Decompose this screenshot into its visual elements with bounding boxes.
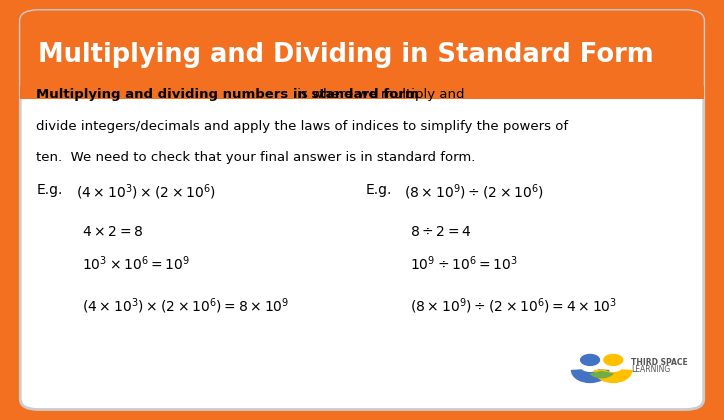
Wedge shape	[589, 371, 614, 378]
Bar	[20, 86, 704, 99]
Text: E.g.: E.g.	[366, 183, 392, 197]
Text: $(4 \times10^3) \times (2 \times10^6)$: $(4 \times10^3) \times (2 \times10^6)$	[76, 183, 216, 202]
Text: $(4 \times10^3) \times (2 \times10^6) = 8 \times10^9$: $(4 \times10^3) \times (2 \times10^6) = …	[82, 296, 289, 316]
Text: Multiplying and dividing numbers in standard form: Multiplying and dividing numbers in stan…	[36, 88, 419, 101]
Text: ten.  We need to check that your final answer is in standard form.: ten. We need to check that your final an…	[36, 151, 476, 164]
Text: $(8 \times10^9) \div (2 \times10^6) = 4 \times10^3$: $(8 \times10^9) \div (2 \times10^6) = 4 …	[410, 296, 617, 316]
Circle shape	[604, 354, 623, 365]
Text: LEARNING: LEARNING	[631, 365, 670, 374]
Circle shape	[581, 354, 599, 365]
Text: Multiplying and Dividing in Standard Form: Multiplying and Dividing in Standard For…	[38, 42, 654, 68]
Text: $(8 \times10^9) \div (2 \times10^6)$: $(8 \times10^9) \div (2 \times10^6)$	[404, 183, 544, 202]
Text: divide integers/decimals and apply the laws of indices to simplify the powers of: divide integers/decimals and apply the l…	[36, 120, 568, 133]
Text: E.g.: E.g.	[36, 183, 62, 197]
FancyBboxPatch shape	[20, 10, 704, 410]
Text: THIRD SPACE: THIRD SPACE	[631, 358, 688, 367]
Text: $10^9 \div10^6=10^3$: $10^9 \div10^6=10^3$	[410, 254, 518, 273]
Text: is where we multiply and: is where we multiply and	[293, 88, 465, 101]
Text: $4 \times 2 = 8$: $4 \times 2 = 8$	[82, 225, 143, 239]
FancyBboxPatch shape	[20, 10, 704, 99]
Text: $8 \div 2 = 4$: $8 \div 2 = 4$	[410, 225, 471, 239]
Text: $10^3 \times10^6=10^9$: $10^3 \times10^6=10^9$	[82, 254, 190, 273]
